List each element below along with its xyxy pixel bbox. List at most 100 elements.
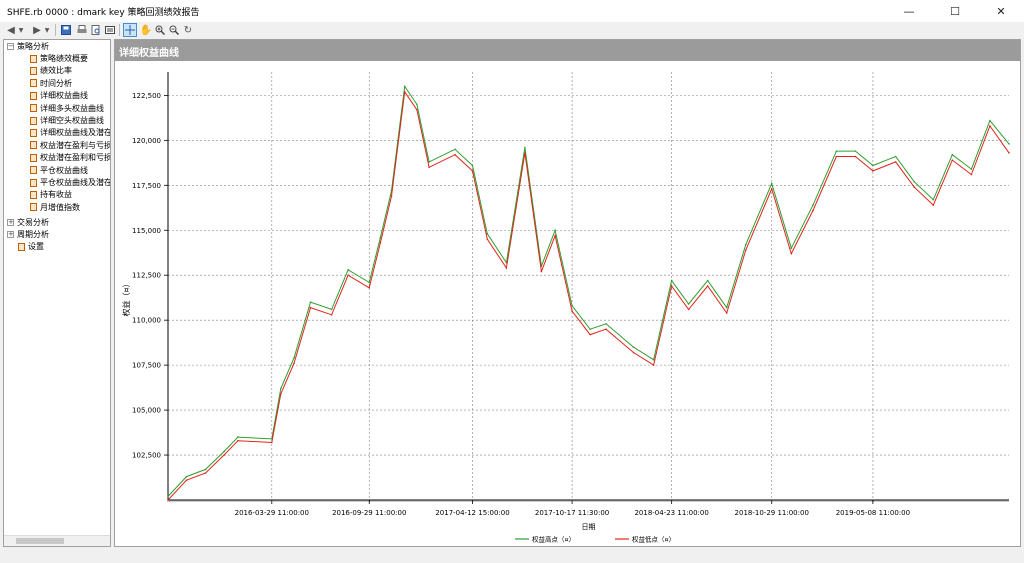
data-point	[428, 161, 430, 163]
data-point	[744, 249, 747, 251]
tree-item[interactable]: 详细多头权益曲线	[30, 103, 104, 115]
scrollbar-thumb[interactable]	[16, 538, 64, 544]
close-button[interactable]: ✕	[996, 4, 1006, 18]
data-point	[524, 146, 526, 149]
data-point	[670, 285, 673, 287]
data-point	[505, 267, 508, 269]
data-point	[725, 312, 728, 314]
toolbar-separator	[55, 24, 56, 36]
data-point	[632, 351, 635, 354]
data-point	[989, 125, 991, 127]
document-icon	[18, 242, 25, 251]
data-point	[454, 148, 456, 151]
dropdown-icon[interactable]: ▼	[44, 26, 50, 34]
y-tick-label: 120,000	[132, 137, 161, 145]
forward-icon[interactable]: ▶	[33, 24, 41, 36]
x-tick-label: 2016-03-29 11:00:00	[235, 509, 309, 517]
zoom-in-icon[interactable]	[153, 23, 167, 37]
data-point	[706, 279, 709, 282]
data-point	[204, 468, 207, 471]
tree-item[interactable]: 平仓权益曲线	[30, 165, 88, 177]
tree-item[interactable]: 详细权益曲线及潜在	[30, 127, 111, 139]
data-point	[368, 281, 371, 284]
data-point	[540, 270, 543, 273]
tree-item-label: 设置	[28, 242, 44, 251]
tree-item-settings[interactable]: 设置	[18, 241, 44, 253]
print-preview-icon[interactable]	[89, 23, 103, 37]
tree-item-label: 详细权益曲线及潜在	[40, 128, 111, 138]
data-point	[670, 279, 673, 282]
x-tick-label: 2018-10-29 11:00:00	[735, 509, 809, 517]
back-icon[interactable]: ◀	[7, 24, 15, 36]
export-icon[interactable]	[103, 23, 117, 37]
tree-item-label: 详细多头权益曲线	[40, 103, 104, 113]
data-point	[894, 155, 897, 158]
tree-item-label: 策略绩效概要	[40, 54, 88, 63]
data-point	[790, 252, 793, 255]
tree-item[interactable]: 平仓权益曲线及潜在	[30, 177, 110, 189]
tree-group-label: 周期分析	[17, 230, 49, 239]
data-point	[744, 243, 747, 246]
data-point	[913, 180, 916, 183]
maximize-button[interactable]: ☐	[950, 4, 960, 18]
expand-icon[interactable]: +	[7, 230, 14, 238]
dropdown-icon[interactable]: ▼	[18, 26, 24, 34]
data-point	[951, 153, 954, 156]
tree-item-label: 绩效比率	[40, 66, 72, 76]
crosshair-icon[interactable]	[123, 23, 137, 37]
zoom-out-icon[interactable]	[167, 23, 181, 37]
data-point	[330, 308, 333, 311]
x-tick-label: 2019-05-08 11:00:00	[836, 509, 910, 517]
tree-item[interactable]: 时间分析	[30, 78, 72, 90]
data-point	[330, 313, 333, 316]
tree-group-trade-analysis[interactable]: + 交易分析	[7, 217, 49, 229]
data-point	[835, 150, 838, 152]
tree-item-label: 月增值指数	[40, 202, 80, 212]
tree-item[interactable]: 持有收益	[30, 189, 72, 201]
tree-group-strategy-analysis[interactable]: − 策略分析	[7, 41, 49, 53]
tree-item[interactable]: 策略绩效概要	[30, 53, 88, 65]
expand-icon[interactable]: +	[7, 218, 14, 226]
data-point	[280, 387, 282, 390]
legend-label: 权益低点（¤）	[632, 535, 675, 544]
tree-item[interactable]: 详细空头权益曲线	[30, 115, 104, 127]
data-point	[605, 322, 607, 325]
data-point	[632, 346, 635, 348]
x-tick-label: 2018-04-23 11:00:00	[634, 509, 708, 517]
data-point	[770, 188, 773, 190]
x-tick-label: 2016-09-29 11:00:00	[332, 509, 406, 517]
series-line	[167, 85, 1010, 497]
data-point	[486, 238, 489, 241]
save-icon[interactable]	[59, 23, 73, 37]
document-icon	[30, 166, 37, 175]
refresh-icon[interactable]: ↻	[183, 24, 193, 36]
data-point	[185, 479, 188, 482]
data-point	[471, 170, 474, 172]
data-point	[872, 170, 874, 172]
document-icon	[30, 128, 37, 137]
sidebar-horizontal-scrollbar[interactable]	[4, 535, 110, 546]
tree-item[interactable]: 权益潜在盈利与亏损	[30, 140, 110, 152]
tree-item[interactable]: 绩效比率	[30, 65, 72, 77]
tree-item[interactable]: 权益潜在盈利和亏损	[30, 152, 110, 164]
data-point	[605, 328, 607, 330]
y-axis-label: 权益（¤）	[121, 279, 131, 316]
document-icon	[30, 141, 37, 150]
document-icon	[30, 116, 37, 125]
collapse-icon[interactable]: −	[7, 42, 14, 50]
print-icon[interactable]	[75, 23, 89, 37]
tree-item[interactable]: 月增值指数	[30, 202, 80, 214]
y-tick-label: 105,000	[132, 407, 161, 415]
minimize-button[interactable]: —	[903, 4, 915, 18]
tree-group-period-analysis[interactable]: + 周期分析	[7, 229, 49, 241]
equity-chart[interactable]: 102,500 105,000 107,500 110,000 112,500 115,0…	[115, 62, 1020, 547]
tree-group-label: 策略分析	[17, 42, 49, 51]
tree-item[interactable]: 详细权益曲线	[30, 90, 88, 102]
window-title-bar: SHFE.rb 0000 : dmark key 策略回测绩效报告 — ☐ ✕	[0, 0, 1024, 22]
x-axis-label: 日期	[582, 523, 596, 531]
document-icon	[30, 203, 37, 212]
data-point	[347, 269, 349, 271]
pan-hand-icon[interactable]: ✋	[139, 24, 153, 36]
data-point	[403, 90, 406, 93]
data-point	[571, 310, 573, 312]
